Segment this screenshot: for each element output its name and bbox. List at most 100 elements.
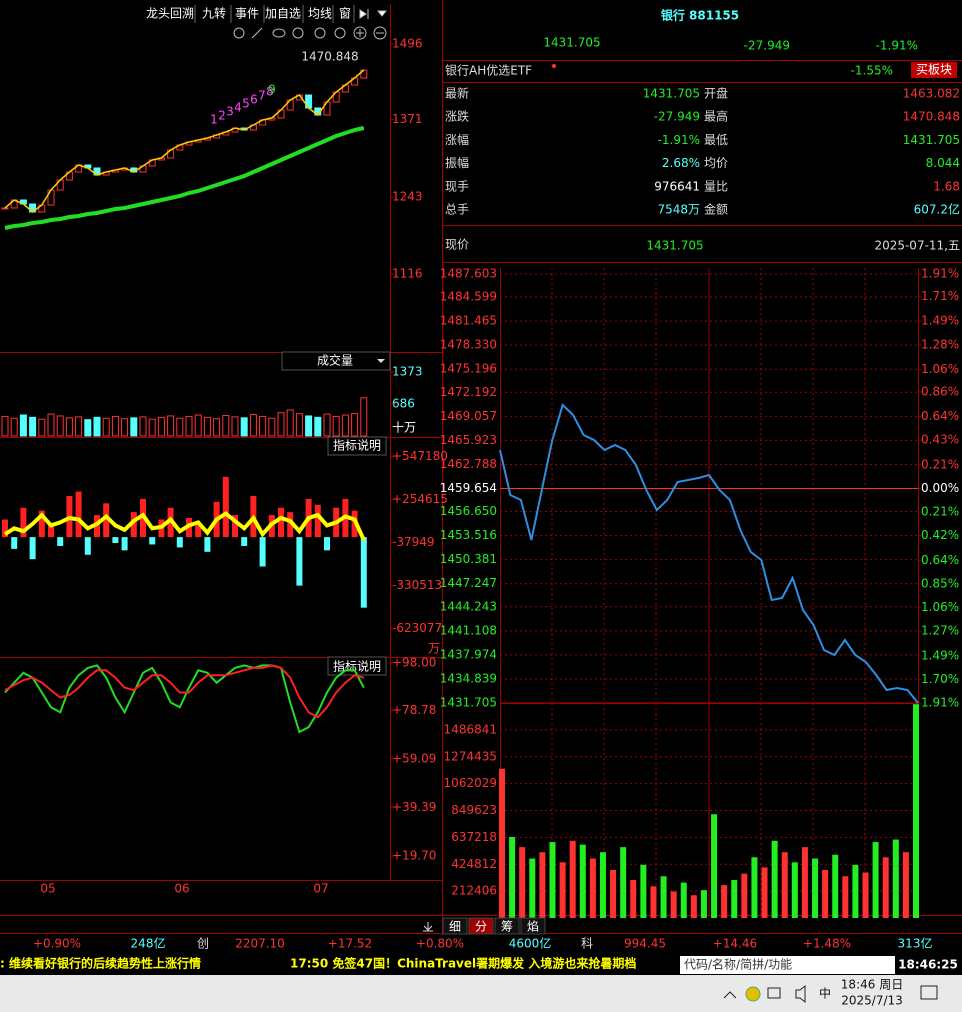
volume-bar: [610, 869, 617, 918]
status-item: +0.90%: [33, 937, 81, 951]
volume-bar: [650, 886, 657, 918]
nine-turn-count: 1: [210, 113, 218, 127]
volume-bar: [305, 415, 313, 437]
volume-bar: [801, 847, 808, 918]
y-tick-label: +254615: [392, 492, 448, 506]
volume-bar: [620, 847, 627, 918]
pct-tick-label: 1.49%: [921, 314, 959, 328]
quote-field: 现手: [445, 179, 469, 193]
toolbar-button[interactable]: 事件: [235, 7, 259, 21]
volume-bar: [751, 857, 758, 918]
volume-bar: [711, 814, 718, 918]
indicator-button[interactable]: [327, 436, 387, 456]
volume-bar: [277, 412, 285, 437]
volume-title: 成交量: [317, 353, 353, 368]
y-tick-label: 849623: [451, 803, 497, 817]
macd-bar: [314, 504, 321, 538]
quote-field: 金额: [704, 202, 728, 217]
pct-tick-label: 0.86%: [921, 384, 959, 398]
volume-bar: [194, 414, 202, 437]
volume-bar: [351, 413, 359, 437]
close-line: [4, 69, 365, 213]
news-ticker: 17:50 免签47国！ChinaTravel署期爆发 入境游也来抢暑期档: [290, 956, 636, 971]
toolbar-button[interactable]: 九转: [202, 6, 226, 21]
quote-value: 1.68: [933, 179, 960, 193]
current-price: 1431.705: [646, 239, 703, 253]
quote-value: 976641: [654, 179, 700, 193]
indicator-button-label: 指标说明: [333, 438, 381, 453]
macd-line: [3, 511, 366, 541]
tab[interactable]: [442, 917, 468, 935]
nine-turn-count: 2: [218, 109, 226, 123]
nine-turn-count: 6: [250, 93, 258, 107]
macd-bar: [57, 537, 64, 546]
quote-value: 7548万: [657, 203, 700, 217]
quote-title: 银行 881155: [661, 8, 739, 23]
status-item: 248亿: [131, 936, 166, 951]
quote-value: -1.91%: [658, 133, 700, 147]
macd-bar: [232, 515, 238, 538]
status-item: +17.52: [328, 937, 372, 951]
volume-bar: [529, 858, 536, 918]
volume-bar: [19, 414, 27, 437]
moving-average: [4, 126, 365, 230]
volume-dropdown[interactable]: [281, 351, 391, 371]
macd-bar: [195, 523, 202, 538]
pct-tick-label: 1.06%: [921, 600, 959, 614]
y-tick-label: -623077: [392, 621, 442, 635]
quote-value: -27.949: [654, 110, 700, 124]
y-tick-label: 1456.650: [440, 504, 497, 518]
volume-bar: [509, 837, 516, 918]
y-tick-label: 1486841: [444, 722, 497, 736]
pct-tick-label: 0.21%: [921, 505, 959, 519]
volume-bar: [559, 862, 566, 918]
nine-turn-count: 8: [266, 85, 274, 99]
status-item: 2207.10: [235, 937, 285, 951]
volume-bar: [231, 416, 239, 437]
volume-bar: [812, 858, 819, 918]
search-box[interactable]: [680, 956, 895, 974]
y-tick-label: +78.78: [392, 703, 436, 717]
volume-bar: [832, 854, 839, 918]
toolbar-button[interactable]: 加自选: [265, 7, 301, 21]
toolbar-button[interactable]: 窗: [339, 7, 351, 21]
y-tick-label: 1243: [392, 190, 423, 204]
pct-tick-label: 0.43%: [921, 433, 959, 447]
volume-bar: [47, 413, 55, 437]
tab[interactable]: [520, 917, 546, 935]
y-tick-label: 1447.247: [440, 576, 497, 590]
unit-label: 万: [428, 642, 440, 656]
search-placeholder: 代码/名称/简拼/功能: [684, 957, 792, 972]
volume-bar: [130, 417, 138, 437]
y-tick-label: 1472.192: [440, 385, 497, 399]
macd-bar: [176, 537, 183, 548]
pct-tick-label: 1.49%: [921, 648, 959, 662]
x-tick-label: 07: [313, 882, 328, 896]
quote-value: 1463.082: [903, 87, 960, 101]
tab[interactable]: [494, 917, 520, 935]
y-tick-label: -330513: [392, 578, 442, 592]
y-tick-label: 1484.599: [440, 290, 497, 304]
status-item: 4600亿: [509, 936, 552, 951]
volume-bar: [599, 852, 606, 918]
volume-bar: [10, 417, 18, 437]
volume-bar: [913, 704, 919, 918]
volume-bar: [176, 417, 184, 437]
macd-bar: [324, 537, 330, 551]
volume-bar: [872, 842, 879, 918]
toolbar-button[interactable]: 龙头回溯: [146, 6, 194, 21]
tab[interactable]: [468, 917, 494, 935]
volume-bar: [700, 890, 707, 918]
macd-bar: [121, 537, 128, 551]
volume-bar: [579, 844, 586, 918]
buy-button[interactable]: [911, 62, 957, 78]
pct-tick-label: 1.91%: [921, 267, 959, 281]
volume-bar: [569, 840, 576, 918]
nine-turn-count: 4: [234, 101, 242, 115]
k-line: [4, 664, 365, 734]
quote-value: 1431.705: [903, 133, 960, 147]
ime-indicator: 中: [819, 986, 831, 1001]
pct-tick-label: 0.64%: [921, 409, 959, 423]
toolbar-button[interactable]: 均线: [308, 7, 332, 21]
